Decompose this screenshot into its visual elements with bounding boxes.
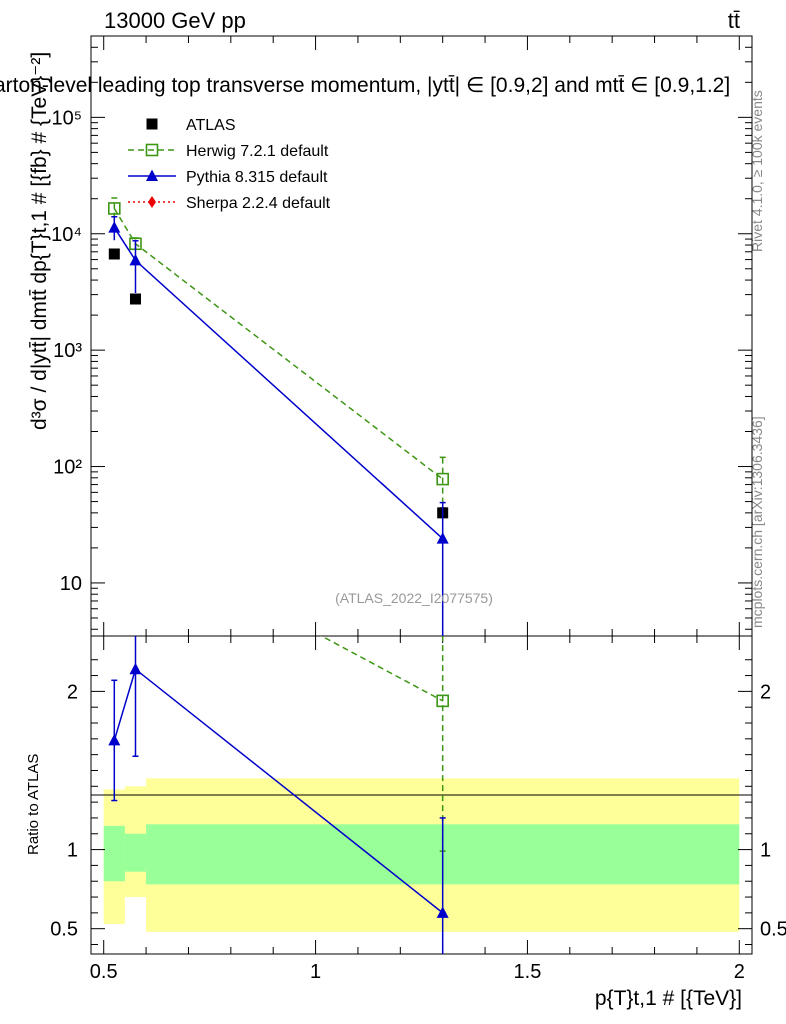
- ratio-point: [130, 531, 141, 542]
- data-point: [436, 472, 449, 486]
- analysis-watermark: (ATLAS_2022_I2077575): [335, 590, 493, 606]
- data-point: [129, 293, 141, 305]
- data-point: [436, 532, 449, 544]
- ratio-tick-label: 1: [760, 840, 771, 862]
- y-tick-label: 10³: [53, 340, 82, 362]
- ratio-tick-label: 1: [67, 840, 78, 862]
- process-label: tt̄: [728, 8, 740, 33]
- energy-label: 13000 GeV pp: [104, 8, 246, 33]
- data-point: [108, 248, 120, 260]
- mcplots-label: mcplots.cern.ch [arXiv:1306.3436]: [749, 416, 765, 628]
- data-point: [129, 253, 142, 266]
- y-tick-label: 10⁵: [51, 107, 82, 129]
- legend-label: ATLAS: [186, 117, 236, 134]
- legend-marker: [148, 196, 156, 208]
- ratio-axis-title: Ratio to ATLAS: [25, 754, 42, 855]
- y-tick-label: 10: [60, 573, 82, 595]
- data-point: [108, 221, 121, 233]
- ratio-tick-label: 2: [67, 681, 78, 703]
- ratio-tick-label: 0.5: [50, 919, 78, 941]
- x-tick-label: 0.5: [90, 961, 118, 983]
- ratio-point: [109, 613, 120, 624]
- y-tick-label: 10²: [53, 457, 82, 479]
- x-tick-label: 1: [310, 961, 321, 983]
- ratio-bands: [103, 778, 740, 932]
- rivet-label: Rivet 4.1.0, ≥ 100k events: [749, 90, 765, 252]
- ratio-tick-label: 0.5: [760, 919, 786, 941]
- legend-marker: [145, 143, 159, 157]
- axes: 0.5 1 1.5 2 10 10² 10³ 10⁴ 10⁵ 0.5 0.5 1 1 2 2: [50, 35, 786, 983]
- ratio-point: [108, 733, 121, 746]
- ratio-point: [436, 906, 449, 918]
- legend-label: Sherpa 2.2.4 default: [186, 195, 331, 212]
- data-point: [108, 202, 121, 215]
- series-line: [113, 227, 444, 540]
- main-series: [108, 197, 449, 636]
- ratio-tick-label: 2: [760, 681, 771, 703]
- legend-marker: [146, 118, 158, 130]
- legend-marker: [146, 169, 158, 181]
- x-tick-label: 1.5: [514, 961, 542, 983]
- series-line: [113, 208, 444, 480]
- x-tick-label: 2: [734, 961, 745, 983]
- legend-label: Pythia 8.315 default: [186, 169, 328, 186]
- x-axis-title: p{T}t,1 # [{TeV}]: [595, 987, 742, 1010]
- y-tick-label: 10⁴: [51, 224, 82, 246]
- ratio-point: [436, 694, 449, 708]
- ratio-point: [129, 662, 142, 675]
- legend: ATLAS Herwig 7.2.1 default Pythia 8.315 de…: [128, 117, 331, 212]
- plot-title: Parton-level leading top transverse mome…: [0, 74, 730, 97]
- legend-label: Herwig 7.2.1 default: [186, 143, 329, 160]
- green-band-1: [124, 833, 147, 872]
- y-axis-title: d³σ / d|ytt̄| dmtt̄ dp{T}t,1 # [{fb} # {…: [28, 52, 51, 430]
- green-band-0: [103, 825, 125, 882]
- ratio-series: [108, 531, 449, 954]
- ratio-line: [319, 636, 444, 702]
